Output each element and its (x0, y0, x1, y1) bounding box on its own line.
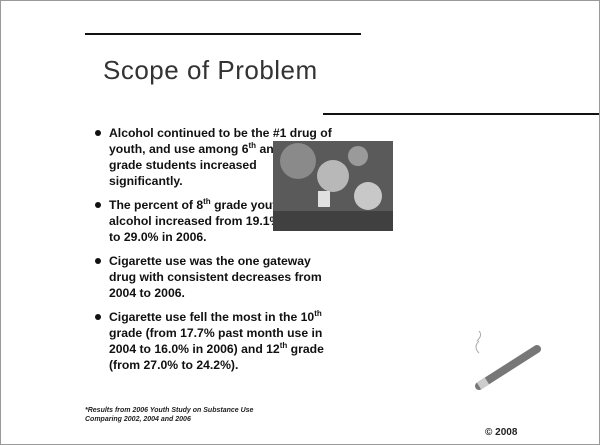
top-rule (85, 33, 361, 35)
slide: Scope of Problem Alcohol continued to be… (0, 0, 600, 445)
footnote: *Results from 2006 Youth Study on Substa… (85, 406, 285, 424)
bullet: Cigarette use fell the most in the 10th … (93, 309, 333, 373)
title-rule (323, 113, 600, 115)
bullet: Cigarette use was the one gateway drug w… (93, 253, 333, 301)
slide-title: Scope of Problem (103, 55, 318, 86)
bullet-text: Cigarette use fell the most in the 10 (109, 310, 314, 324)
superscript: th (203, 197, 211, 206)
bullet-text: The percent of 8 (109, 198, 203, 212)
copyright: © 2008 (485, 427, 517, 438)
superscript: th (249, 141, 257, 150)
bullet-text: grade students increased significantly. (109, 158, 257, 188)
cigarette-image (467, 331, 547, 396)
party-photo (273, 141, 393, 231)
superscript: th (314, 309, 322, 318)
bullet-text: Cigarette use was the one gateway drug w… (109, 254, 322, 300)
